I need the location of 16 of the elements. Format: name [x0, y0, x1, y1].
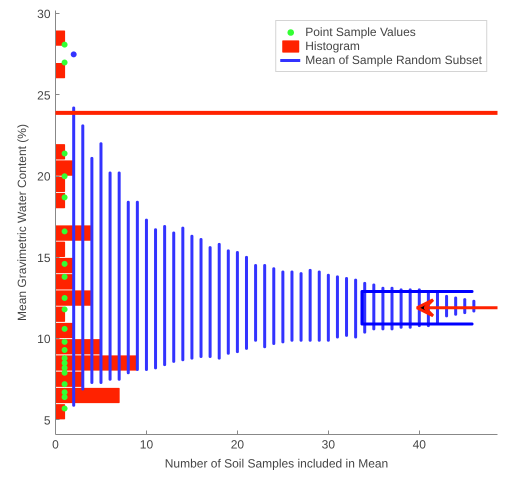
x-tick-label: 40 [412, 438, 426, 452]
x-tick-label: 20 [230, 438, 244, 452]
y-tick-label: 10 [37, 332, 51, 346]
y-tick-label: 20 [37, 170, 51, 184]
y-tick-label: 15 [37, 250, 51, 265]
x-axis-title: Number of Soil Samples included in Mean [164, 456, 388, 470]
x-tick-label: 30 [322, 438, 336, 452]
y-tick-label: 25 [37, 88, 51, 102]
legend-label: Point Sample Values [305, 25, 416, 39]
x-tick-label: 10 [140, 438, 154, 452]
y-tick-label: 5 [44, 413, 51, 428]
y-axis-title: Mean Gravimetric Water Content (%) [15, 124, 30, 321]
y-tick-label: 30 [37, 7, 51, 22]
x-tick-label: 0 [52, 438, 60, 452]
legend-label: Mean of Sample Random Subset [305, 53, 482, 67]
legend-label: Histogram [305, 39, 360, 53]
